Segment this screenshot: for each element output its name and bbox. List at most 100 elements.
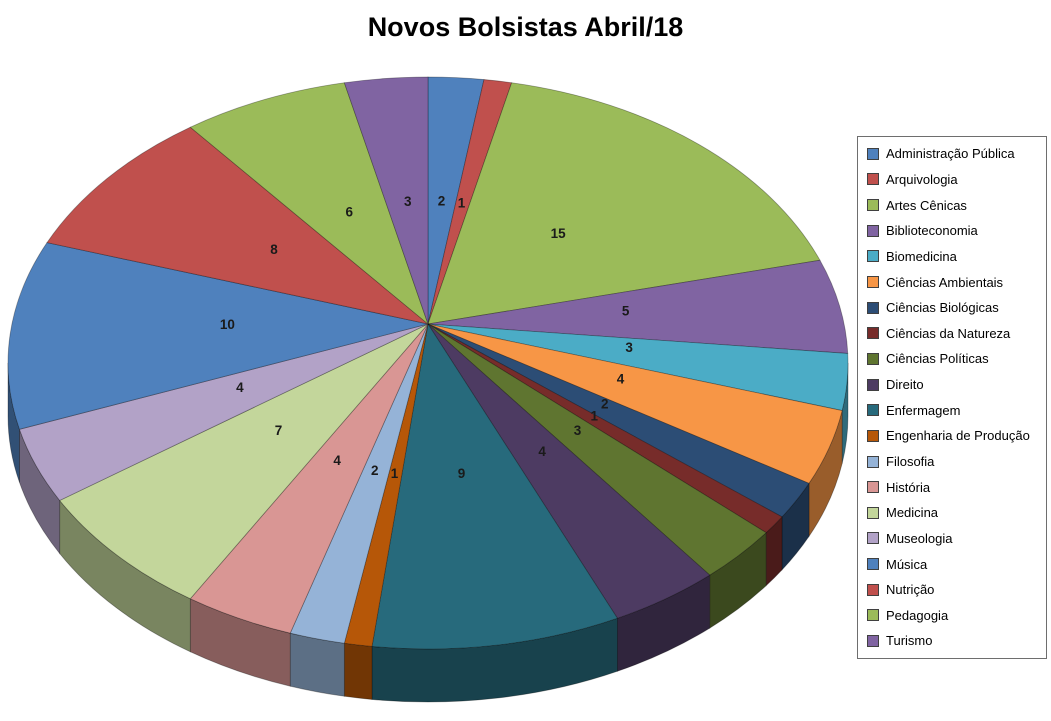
legend-swatch-artes-cenicas (867, 199, 879, 212)
legend-label: Enfermagem (886, 402, 961, 418)
pie-slice-turismo (343, 76, 429, 325)
legend-item-musica: Música (867, 557, 1042, 572)
slice-value-label-medicina: 7 (275, 423, 283, 438)
legend-label: Ciências Biológicas (886, 300, 999, 316)
slice-value-label-ciencias-ambientais: 4 (617, 371, 625, 386)
pie-slice-pedagogia (189, 82, 429, 326)
pie-slice-ciencias-biologicas (427, 323, 810, 518)
legend-item-ciencias-biologicas: Ciências Biológicas (867, 300, 1042, 315)
legend-label: Engenharia de Produção (886, 428, 1030, 444)
legend-item-artes-cenicas: Artes Cênicas (867, 198, 1042, 213)
slice-value-label-enfermagem: 9 (458, 466, 466, 481)
slice-value-label-direito: 4 (538, 444, 546, 459)
slice-value-label-ciencias-da-natureza: 1 (590, 408, 598, 423)
slice-value-label-historia: 4 (333, 453, 341, 468)
legend-label: Nutrição (886, 582, 935, 598)
legend-label: Medicina (886, 505, 939, 521)
legend-label: Turismo (886, 633, 933, 649)
legend-swatch-filosofia (867, 455, 879, 468)
legend: Administração Pública Arquivologia Artes C… (857, 136, 1047, 659)
legend-item-ciencias-politicas: Ciências Políticas (867, 351, 1042, 366)
legend-swatch-biomedicina (867, 250, 879, 263)
legend-label: Biblioteconomia (886, 223, 978, 239)
slice-value-label-turismo: 3 (404, 194, 412, 209)
legend-label: Artes Cênicas (886, 197, 967, 213)
pie-slice-biblioteconomia (427, 259, 849, 354)
legend-label: Direito (886, 377, 924, 393)
pie-slice-administracao-publica (427, 76, 485, 325)
legend-item-arquivologia: Arquivologia (867, 172, 1042, 187)
legend-label: Pedagogia (886, 607, 949, 623)
slice-value-label-administracao-publica: 2 (438, 194, 446, 209)
slice-value-label-pedagogia: 6 (346, 204, 354, 219)
slice-value-label-artes-cenicas: 15 (551, 226, 567, 241)
legend-label: Arquivologia (886, 171, 958, 187)
pie-slice-ciencias-da-natureza (427, 323, 783, 534)
legend-item-engenharia-de-producao: Engenharia de Produção (867, 428, 1042, 443)
legend-swatch-historia (867, 481, 879, 494)
legend-label: Ciências Ambientais (886, 274, 1004, 290)
legend-label: Administração Pública (886, 146, 1015, 162)
legend-item-nutricao: Nutrição (867, 582, 1042, 597)
pie-slice-ciencias-ambientais (427, 323, 843, 484)
pie-slice-artes-cenicas (427, 82, 821, 325)
pie-slice-medicina (59, 323, 429, 600)
pie-slice-side-filosofia (289, 632, 345, 697)
legend-item-turismo: Turismo (867, 633, 1042, 648)
pie-slice-side-engenharia-de-producao (343, 642, 373, 700)
legend-swatch-administracao-publica (867, 147, 879, 160)
legend-item-filosofia: Filosofia (867, 454, 1042, 469)
pie-slice-enfermagem (371, 322, 619, 650)
legend-swatch-ciencias-biologicas (867, 301, 879, 314)
legend-item-ciencias-ambientais: Ciências Ambientais (867, 275, 1042, 290)
slice-value-label-filosofia: 2 (371, 463, 379, 478)
legend-swatch-medicina (867, 506, 879, 519)
legend-item-historia: História (867, 480, 1042, 495)
pie-slice-musica (7, 242, 429, 430)
slice-value-label-musica: 10 (220, 317, 235, 332)
legend-swatch-turismo (867, 634, 879, 647)
legend-label: Música (886, 556, 928, 572)
legend-swatch-ciencias-da-natureza (867, 327, 879, 340)
chart-title: Novos Bolsistas Abril/18 (367, 12, 684, 42)
legend-label: Filosofia (886, 454, 935, 469)
legend-swatch-musica (867, 558, 879, 571)
legend-item-pedagogia: Pedagogia (867, 608, 1042, 623)
slice-value-label-biblioteconomia: 5 (622, 303, 630, 318)
legend-item-direito: Direito (867, 377, 1042, 392)
legend-item-medicina: Medicina (867, 505, 1042, 520)
legend-item-ciencias-da-natureza: Ciências da Natureza (867, 326, 1042, 341)
slice-value-label-arquivologia: 1 (458, 195, 466, 210)
pie-slice-filosofia (289, 323, 429, 644)
pie-slice-direito (427, 323, 711, 619)
slice-value-label-biomedicina: 3 (625, 340, 633, 355)
legend-swatch-direito (867, 378, 879, 391)
legend-swatch-nutricao (867, 583, 879, 596)
pie-slice-museologia (18, 323, 429, 501)
legend-swatch-ciencias-ambientais (867, 276, 879, 289)
pie-slice-ciencias-politicas (427, 323, 767, 576)
legend-swatch-ciencias-politicas (867, 352, 879, 365)
slice-value-label-museologia: 4 (236, 380, 244, 395)
legend-label: Museologia (886, 530, 953, 546)
legend-swatch-arquivologia (867, 173, 879, 186)
legend-swatch-engenharia-de-producao (867, 429, 879, 442)
legend-label: Biomedicina (886, 248, 957, 264)
legend-swatch-pedagogia (867, 609, 879, 622)
pie-slice-biomedicina (427, 323, 849, 412)
legend-label: Ciências Políticas (886, 351, 989, 367)
slice-value-label-engenharia-de-producao: 1 (391, 466, 399, 481)
legend-label: História (886, 479, 931, 495)
legend-item-enfermagem: Enfermagem (867, 403, 1042, 418)
legend-swatch-museologia (867, 532, 879, 545)
slice-value-label-nutricao: 8 (270, 242, 278, 257)
slice-value-label-ciencias-politicas: 3 (574, 423, 582, 438)
pie-slice-historia (189, 323, 429, 634)
legend-item-administracao-publica: Administração Pública (867, 146, 1042, 161)
legend-swatch-enfermagem (867, 404, 879, 417)
legend-item-museologia: Museologia (867, 531, 1042, 546)
legend-item-biblioteconomia: Biblioteconomia (867, 223, 1042, 238)
pie-slice-nutricao (46, 126, 429, 325)
